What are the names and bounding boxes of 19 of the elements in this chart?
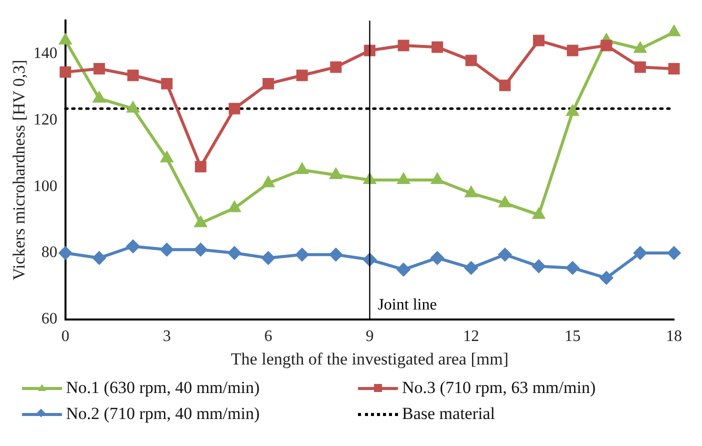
x-axis-title: The length of the investigated area [mm] (230, 349, 508, 368)
y-tick-label: 120 (33, 111, 58, 128)
legend-label: No.1 (630 rpm, 40 mm/min) (66, 378, 260, 398)
x-tick-label: 9 (366, 328, 374, 346)
x-tick-label: 15 (564, 328, 581, 346)
y-tick-label: 80 (41, 244, 58, 262)
x-tick-label: 12 (463, 328, 480, 346)
legend-label: No.2 (710 rpm, 40 mm/min) (66, 404, 260, 424)
y-tick-label: 100 (33, 178, 58, 195)
x-tick-label: 3 (162, 328, 171, 346)
y-axis-title: Vickers microhardness [HV 0,3] (10, 60, 29, 280)
x-tick-label: 6 (264, 328, 272, 346)
y-tick-label: 140 (33, 45, 58, 62)
x-tick-label: 18 (666, 328, 682, 346)
legend-label: Base material (402, 404, 495, 424)
y-tick-label: 60 (41, 310, 58, 328)
legend-label: No.3 (710 rpm, 63 mm/min) (402, 378, 596, 398)
x-tick-label: 0 (61, 328, 70, 346)
ref-line-label: Joint line (378, 296, 437, 314)
